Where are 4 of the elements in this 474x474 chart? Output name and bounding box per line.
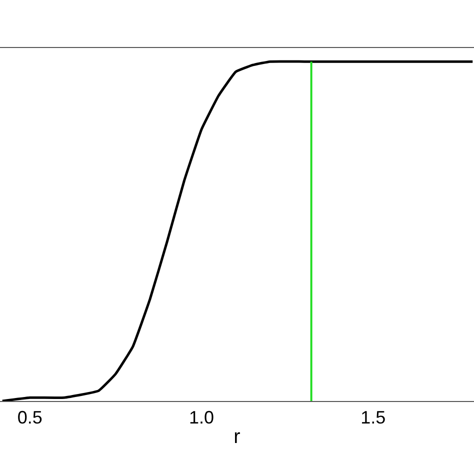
x-tick-label: 0.5 xyxy=(17,408,42,428)
x-tick-label: 1.5 xyxy=(360,408,386,428)
x-axis-title: r xyxy=(234,426,241,448)
x-tick-label: 1.0 xyxy=(188,408,214,428)
